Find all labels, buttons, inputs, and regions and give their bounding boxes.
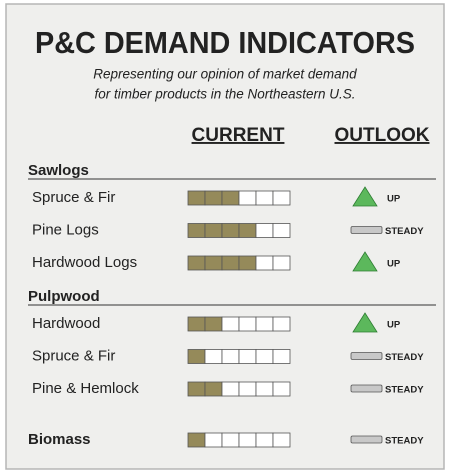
row-label: Pine Logs: [32, 221, 99, 238]
demand-meter: [187, 432, 291, 448]
meter-box: [204, 432, 223, 448]
meter-box: [272, 381, 291, 397]
section-header: Pulpwood: [28, 288, 100, 305]
meter-box: [272, 255, 291, 271]
meter-box: [272, 316, 291, 332]
meter-box: [204, 349, 223, 364]
meter-box: [187, 381, 206, 397]
outlook-label: STEADY: [385, 226, 424, 237]
meter-box: [272, 432, 291, 448]
meter-box: [221, 190, 240, 206]
demand-meter: [187, 255, 291, 271]
meter-box: [238, 316, 257, 332]
outlook-label: UP: [387, 259, 401, 270]
meter-box: [221, 223, 240, 238]
meter-box: [255, 381, 274, 397]
steady-icon: [350, 435, 383, 444]
outlook-label: STEADY: [385, 352, 424, 363]
title: P&C DEMAND INDICATORS: [35, 25, 415, 60]
meter-box: [187, 255, 206, 271]
steady-icon: [350, 352, 383, 360]
steady-icon: [350, 384, 383, 393]
column-header: CURRENT: [192, 125, 285, 146]
demand-meter: [187, 349, 291, 364]
outlook-label: STEADY: [385, 385, 424, 396]
demand-meter: [187, 223, 291, 238]
meter-box: [221, 349, 240, 364]
demand-meter: [187, 190, 291, 206]
meter-box: [204, 190, 223, 206]
outlook-label: UP: [387, 194, 401, 205]
demand-meter: [187, 316, 291, 332]
meter-box: [255, 316, 274, 332]
row-label: Biomass: [28, 431, 91, 448]
meter-box: [204, 381, 223, 397]
row-label: Hardwood: [32, 315, 100, 332]
outlook-label: UP: [387, 320, 401, 331]
row-label: Spruce & Fir: [32, 347, 115, 364]
meter-box: [255, 190, 274, 206]
row-label: Hardwood Logs: [32, 254, 137, 271]
meter-box: [187, 432, 206, 448]
meter-box: [238, 223, 257, 238]
meter-box: [255, 349, 274, 364]
demand-meter: [187, 381, 291, 397]
meter-box: [187, 190, 206, 206]
up-icon: [352, 312, 378, 333]
meter-box: [238, 255, 257, 271]
meter-box: [204, 223, 223, 238]
meter-box: [221, 381, 240, 397]
meter-box: [238, 381, 257, 397]
meter-box: [272, 223, 291, 238]
meter-box: [255, 223, 274, 238]
row-label: Pine & Hemlock: [32, 380, 139, 397]
section-header: Sawlogs: [28, 162, 89, 179]
meter-box: [221, 316, 240, 332]
meter-box: [221, 432, 240, 448]
meter-box: [238, 432, 257, 448]
meter-box: [255, 255, 274, 271]
subtitle: for timber products in the Northeastern …: [94, 87, 355, 102]
meter-box: [238, 349, 257, 364]
meter-box: [272, 190, 291, 206]
up-icon: [352, 251, 378, 272]
meter-box: [204, 255, 223, 271]
steady-icon: [350, 226, 383, 234]
meter-box: [187, 316, 206, 332]
meter-box: [238, 190, 257, 206]
row-label: Spruce & Fir: [32, 189, 115, 206]
up-icon: [352, 186, 378, 207]
meter-box: [187, 349, 206, 364]
meter-box: [272, 349, 291, 364]
outlook-label: STEADY: [385, 436, 424, 447]
meter-box: [255, 432, 274, 448]
meter-box: [221, 255, 240, 271]
column-header: OUTLOOK: [335, 125, 430, 146]
subtitle: Representing our opinion of market deman…: [93, 67, 357, 82]
meter-box: [187, 223, 206, 238]
meter-box: [204, 316, 223, 332]
